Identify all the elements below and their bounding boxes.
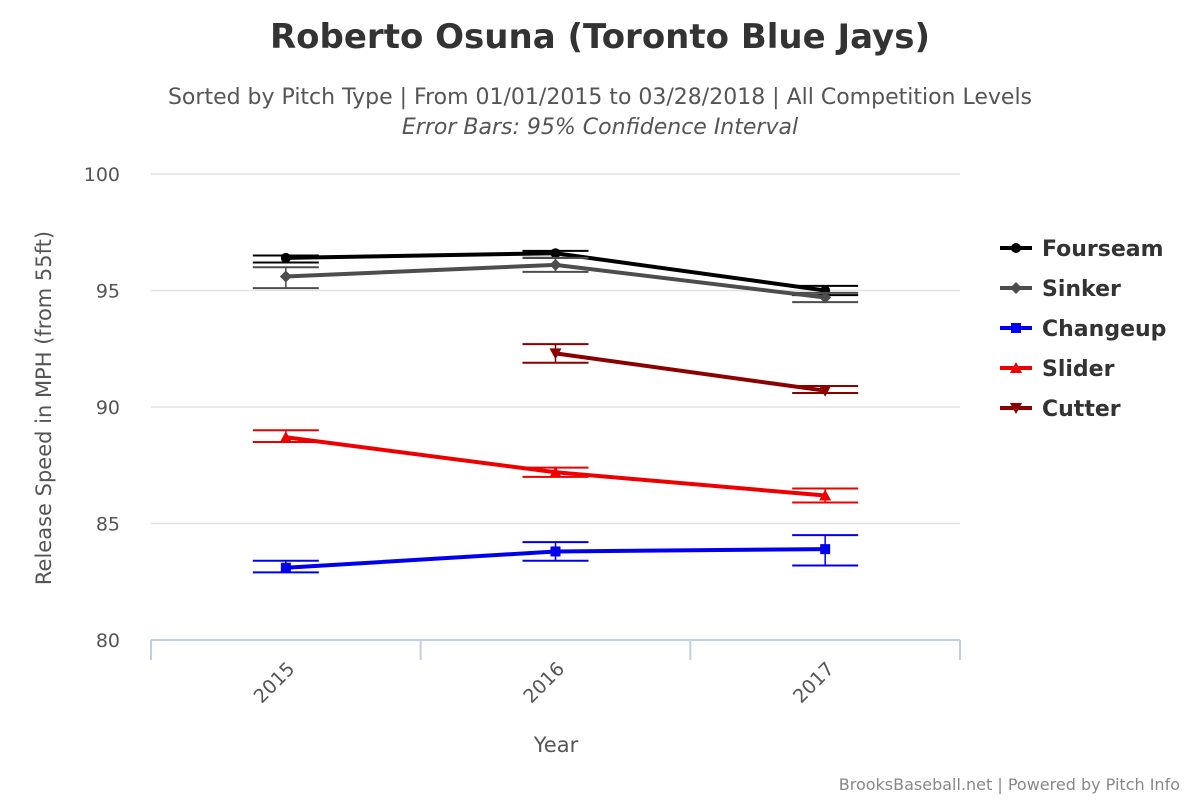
y-axis: 80 85 90 95 100 [84, 164, 120, 652]
x-tick-label-2016: 2016 [519, 658, 569, 708]
y-tick-label-100: 100 [84, 164, 120, 186]
series-layer [252, 248, 859, 574]
legend-label-fourseam: Fourseam [1042, 237, 1164, 262]
chart-subtitle-error-bars: Error Bars: 95% Confidence Interval [402, 115, 798, 140]
data-point-fourseam-2016 [550, 248, 561, 259]
data-point-slider-2016 [549, 466, 562, 478]
series-sinker [252, 256, 859, 304]
x-tick-label-2017: 2017 [789, 658, 839, 708]
y-tick-label-85: 85 [96, 514, 120, 536]
legend-item-changeup: Changeup [1000, 317, 1166, 342]
legend-item-cutter: Cutter [1000, 397, 1121, 422]
legend-label-slider: Slider [1042, 357, 1115, 382]
series-cutter [522, 343, 859, 397]
series-changeup [252, 534, 859, 574]
y-tick-label-80: 80 [96, 630, 120, 652]
y-tick-label-95: 95 [96, 281, 120, 303]
data-point-sinker-2015 [279, 270, 292, 283]
legend-marker-changeup [1011, 323, 1021, 333]
series-line-cutter [555, 351, 826, 393]
data-point-changeup-2015 [280, 562, 291, 573]
legend-marker-slider [1010, 362, 1022, 373]
x-axis-title: Year [533, 733, 579, 757]
credit-text: BrooksBaseball.net | Powered by Pitch In… [839, 775, 1180, 794]
legend-label-changeup: Changeup [1042, 317, 1166, 342]
data-point-cutter-2017 [819, 385, 832, 397]
y-tick-label-90: 90 [96, 397, 120, 419]
legend-item-slider: Slider [1000, 357, 1115, 382]
data-point-sinker-2016 [549, 258, 562, 271]
y-axis-title: Release Speed in MPH (from 55ft) [32, 231, 56, 585]
legend-marker-fourseam [1011, 243, 1021, 253]
data-point-sinker-2017 [819, 291, 832, 304]
data-point-cutter-2016 [549, 348, 562, 360]
legend-label-sinker: Sinker [1042, 277, 1121, 302]
grid [151, 173, 960, 525]
data-point-slider-2017 [819, 489, 832, 501]
legend-marker-cutter [1010, 403, 1022, 414]
series-slider [252, 429, 859, 504]
legend-item-fourseam: Fourseam [1000, 237, 1164, 262]
data-point-fourseam-2015 [280, 252, 291, 263]
legend-label-cutter: Cutter [1042, 397, 1121, 422]
data-point-changeup-2016 [550, 546, 561, 557]
data-point-slider-2015 [279, 431, 292, 443]
legend-marker-sinker [1010, 282, 1022, 294]
chart-subtitle: Sorted by Pitch Type | From 01/01/2015 t… [168, 85, 1032, 110]
legend-item-sinker: Sinker [1000, 277, 1121, 302]
x-tick-label-2015: 2015 [250, 658, 300, 708]
data-point-changeup-2017 [820, 544, 831, 555]
x-axis: 2015 2016 2017 [150, 639, 961, 708]
chart-title: Roberto Osuna (Toronto Blue Jays) [270, 17, 930, 57]
legend: Fourseam Sinker Changeup Slider Cutter [1000, 237, 1166, 422]
